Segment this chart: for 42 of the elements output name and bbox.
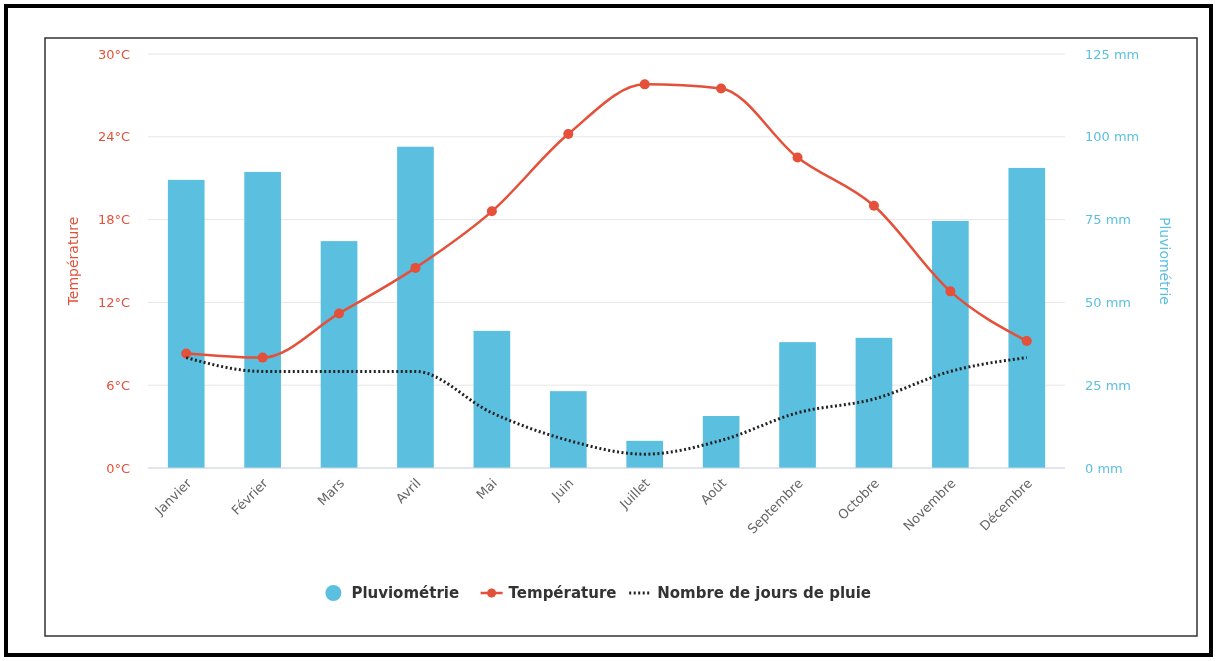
point [716,83,727,94]
point [563,129,574,140]
legend-label: Température [508,584,617,603]
y2-tick-label: 50 mm [1085,294,1132,310]
bar [244,171,281,468]
y2-tick-label: 0 mm [1085,460,1123,476]
point [486,206,497,217]
legend-label: Nombre de jours de pluie [657,584,872,603]
y-tick-label: 12°C [97,294,130,310]
bar [626,440,664,468]
bar [473,330,511,468]
bar [855,337,893,468]
bar [1008,167,1046,468]
legend-label: Pluviométrie [351,584,460,603]
y2-tick-label: 25 mm [1085,377,1132,393]
bar [397,146,434,468]
bar [167,179,205,468]
bar [702,416,740,468]
point [257,352,268,363]
y-tick-label: 6°C [106,377,130,393]
point [868,200,879,211]
y2-tick-label: 125 mm [1085,46,1140,62]
y-tick-label: 18°C [97,212,130,228]
point [1021,336,1032,347]
bar [932,220,969,468]
y-axis-title: Température [65,216,81,307]
y2-tick-label: 100 mm [1085,129,1140,145]
point [181,348,192,359]
point [945,286,956,297]
y-tick-label: 24°C [97,129,130,145]
point [639,79,650,90]
y2-tick-label: 75 mm [1085,212,1132,228]
x-tick-label: Mai [473,475,500,503]
bar [320,241,358,468]
y2-axis-title: Pluviométrie [1157,217,1173,305]
point [410,262,421,273]
y-tick-label: 30°C [97,46,130,62]
bar [549,391,587,468]
point [334,308,345,319]
point [792,152,803,163]
y-tick-label: 0°C [106,460,130,476]
bar [779,342,816,468]
